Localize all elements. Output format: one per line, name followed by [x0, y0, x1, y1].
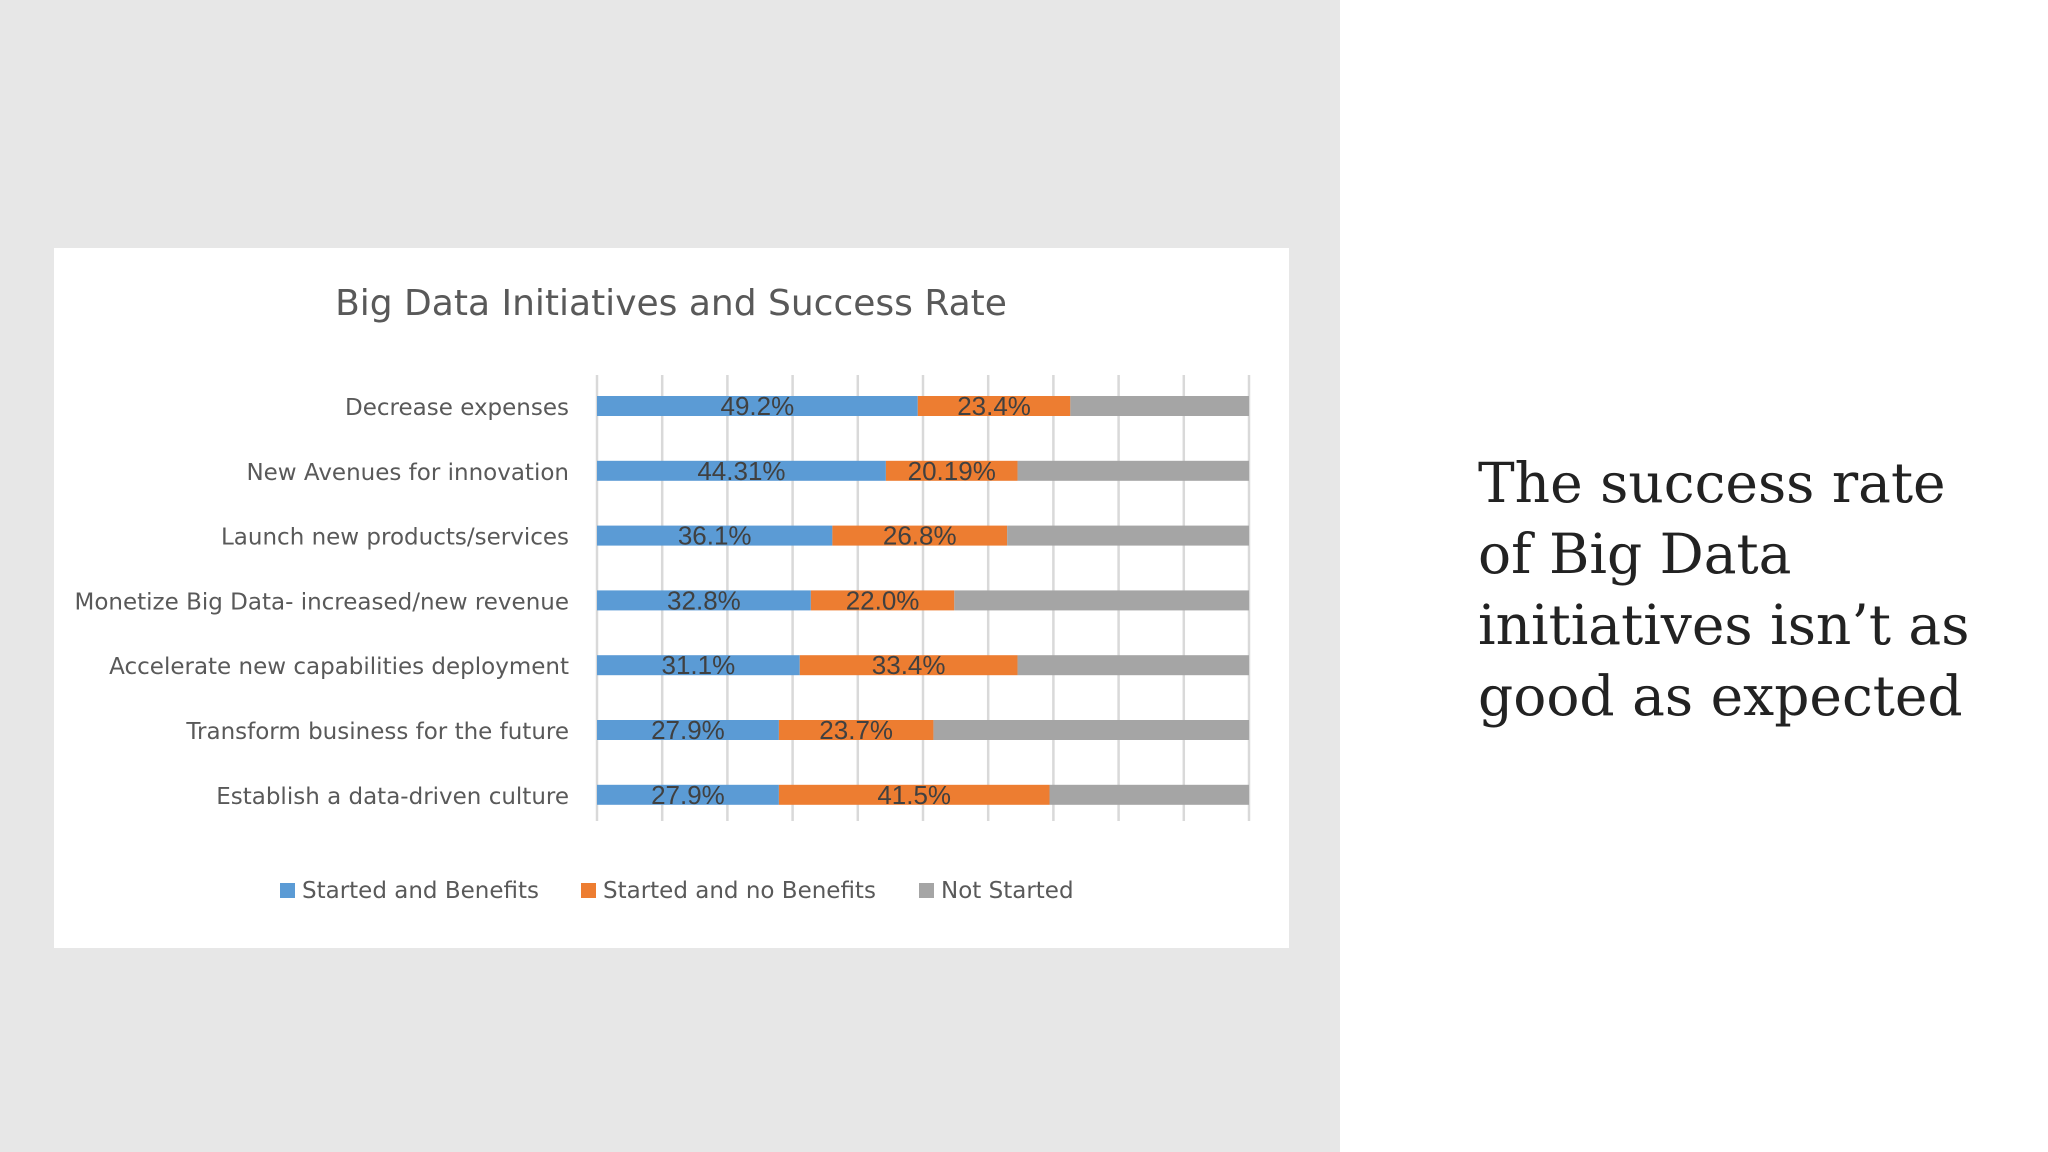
data-label: 23.4% — [957, 391, 1031, 421]
category-label: Accelerate new capabilities deployment — [109, 654, 569, 680]
data-label: 36.1% — [678, 521, 752, 551]
chart-card: Big Data Initiatives and Success Rate Dec… — [54, 248, 1289, 948]
legend-swatch — [581, 883, 596, 898]
bar-segment — [1017, 460, 1249, 481]
data-label: 49.2% — [721, 391, 795, 421]
data-label: 27.9% — [651, 715, 725, 745]
category-label: Launch new products/services — [221, 525, 569, 551]
bar-segment — [597, 784, 779, 805]
legend-label: Started and Benefits — [302, 878, 539, 904]
bar-segment — [1049, 784, 1249, 805]
data-label: 41.5% — [877, 780, 951, 810]
chart-panel-background: Big Data Initiatives and Success Rate Dec… — [0, 0, 1340, 1152]
data-label: 27.9% — [651, 780, 725, 810]
legend-swatch — [919, 883, 934, 898]
category-label: New Avenues for innovation — [246, 460, 569, 486]
bar-segment — [778, 784, 1050, 805]
bar-segment — [810, 590, 955, 611]
bar-segment — [597, 460, 886, 481]
bar-segment — [778, 720, 934, 740]
legend-label: Not Started — [941, 878, 1074, 904]
bar-segment — [597, 590, 811, 611]
bar-segment — [933, 720, 1249, 740]
category-label: Transform business for the future — [185, 719, 569, 745]
bar-segment — [597, 396, 918, 416]
bar-segment — [1070, 396, 1249, 416]
data-label: 33.4% — [872, 650, 946, 680]
bar-segment — [1007, 525, 1249, 546]
data-label: 26.8% — [883, 521, 957, 551]
bar-segment — [597, 720, 779, 740]
bar-segment — [597, 655, 800, 676]
bar-segment — [799, 655, 1018, 676]
bar-segment — [917, 396, 1071, 416]
bar-segment — [1017, 655, 1249, 676]
data-label: 22.0% — [846, 585, 920, 615]
stacked-bar-chart: Big Data Initiatives and Success Rate Dec… — [75, 283, 1251, 904]
data-label: 23.7% — [819, 715, 893, 745]
bar-segment — [832, 525, 1008, 546]
legend-swatch — [280, 883, 295, 898]
bar-segment — [597, 525, 833, 546]
category-label: Decrease expenses — [345, 395, 569, 421]
data-label: 20.19% — [908, 456, 996, 486]
bar-segment — [954, 590, 1249, 611]
category-label: Establish a data-driven culture — [216, 784, 569, 810]
chart-title: Big Data Initiatives and Success Rate — [335, 283, 1007, 324]
bar-segment — [885, 460, 1018, 481]
data-label: 32.8% — [667, 585, 741, 615]
data-label: 31.1% — [662, 650, 736, 680]
category-label: Monetize Big Data- increased/new revenue — [75, 589, 570, 615]
slide-caption: The success rate of Big Data initiatives… — [1478, 451, 1970, 728]
legend-label: Started and no Benefits — [603, 878, 876, 904]
data-label: 44.31% — [697, 456, 785, 486]
